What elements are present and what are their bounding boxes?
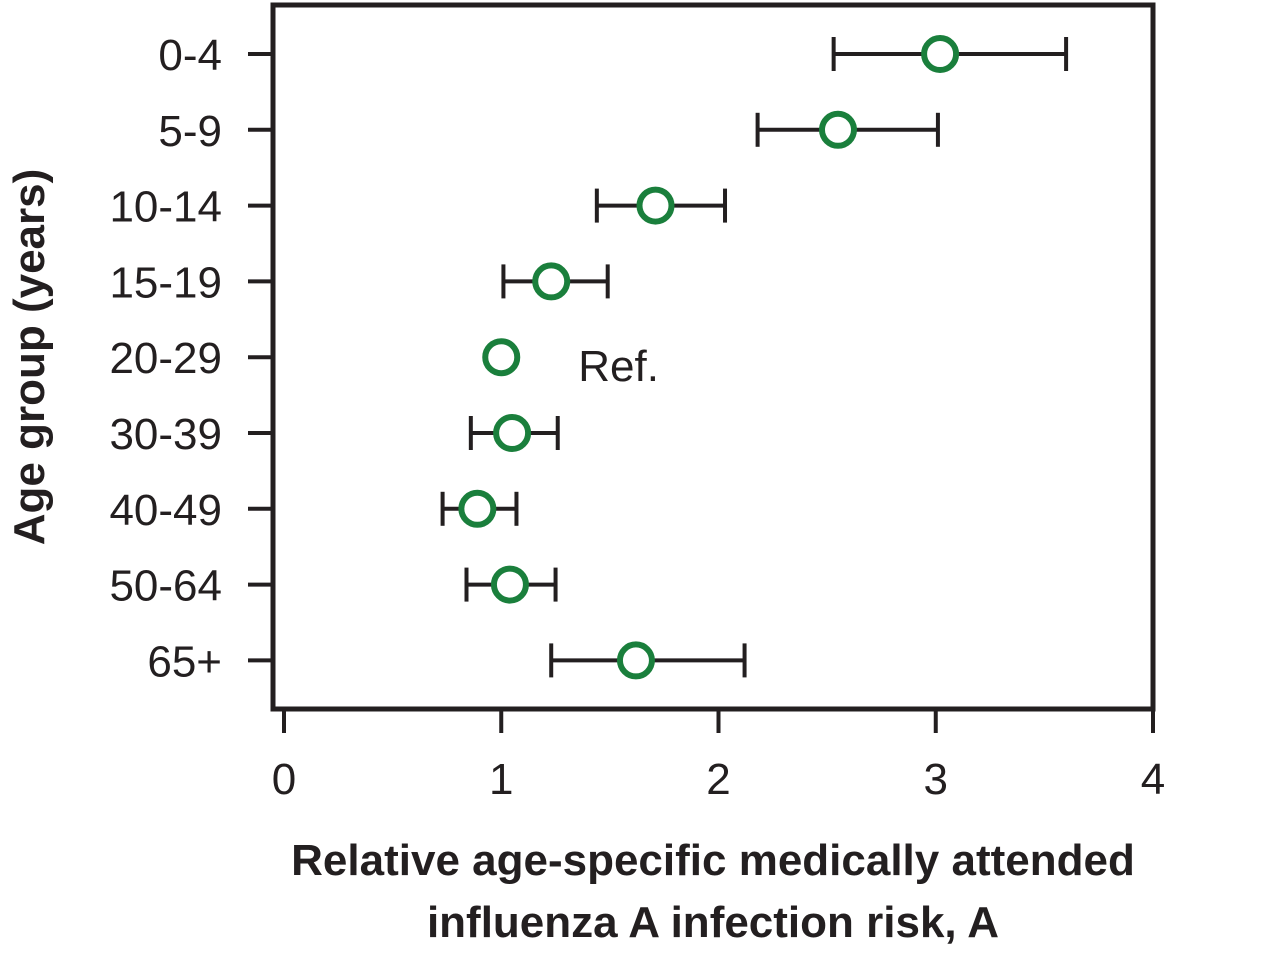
- data-point: [921, 35, 960, 73]
- error-bars: [440, 37, 1069, 678]
- x-tick-label: 1: [489, 755, 513, 804]
- data-point: [490, 565, 529, 604]
- y-tick-label: 50-64: [109, 562, 222, 611]
- y-axis-label: Age group (years): [5, 169, 54, 546]
- y-tick-label: 20-29: [109, 334, 222, 383]
- data-point: [616, 641, 655, 680]
- data-point: [493, 414, 532, 452]
- y-tick-label: 40-49: [109, 486, 222, 535]
- y-ticks: 0-4 5-9 10-14 15-19 20-29 30-39 40-49 50-64 65+: [109, 31, 273, 686]
- x-axis-label-line-2: influenza A infection risk, A: [427, 898, 999, 947]
- y-tick-label: 10-14: [109, 183, 222, 232]
- x-tick-label: 0: [272, 755, 296, 804]
- x-tick-label: 2: [706, 755, 730, 804]
- x-tick-label: 3: [924, 755, 948, 804]
- data-point: [482, 338, 521, 377]
- y-tick-label: 15-19: [109, 258, 222, 307]
- y-tick-label: 65+: [147, 637, 222, 686]
- data-point: [636, 186, 675, 225]
- data-point: [532, 262, 571, 301]
- plot-frame: [270, 2, 1156, 712]
- data-point: [458, 489, 497, 528]
- data-points: [458, 35, 960, 680]
- y-tick-label: 5-9: [158, 107, 222, 156]
- x-ticks: 0 1 2 3 4: [272, 709, 1165, 804]
- ref-annotation: Ref.: [578, 342, 659, 391]
- data-point: [818, 110, 857, 149]
- y-tick-label: 30-39: [109, 410, 222, 459]
- x-tick-label: 4: [1141, 755, 1165, 804]
- x-axis-label-line-1: Relative age-specific medically attended: [291, 836, 1135, 885]
- y-tick-label: 0-4: [158, 31, 222, 80]
